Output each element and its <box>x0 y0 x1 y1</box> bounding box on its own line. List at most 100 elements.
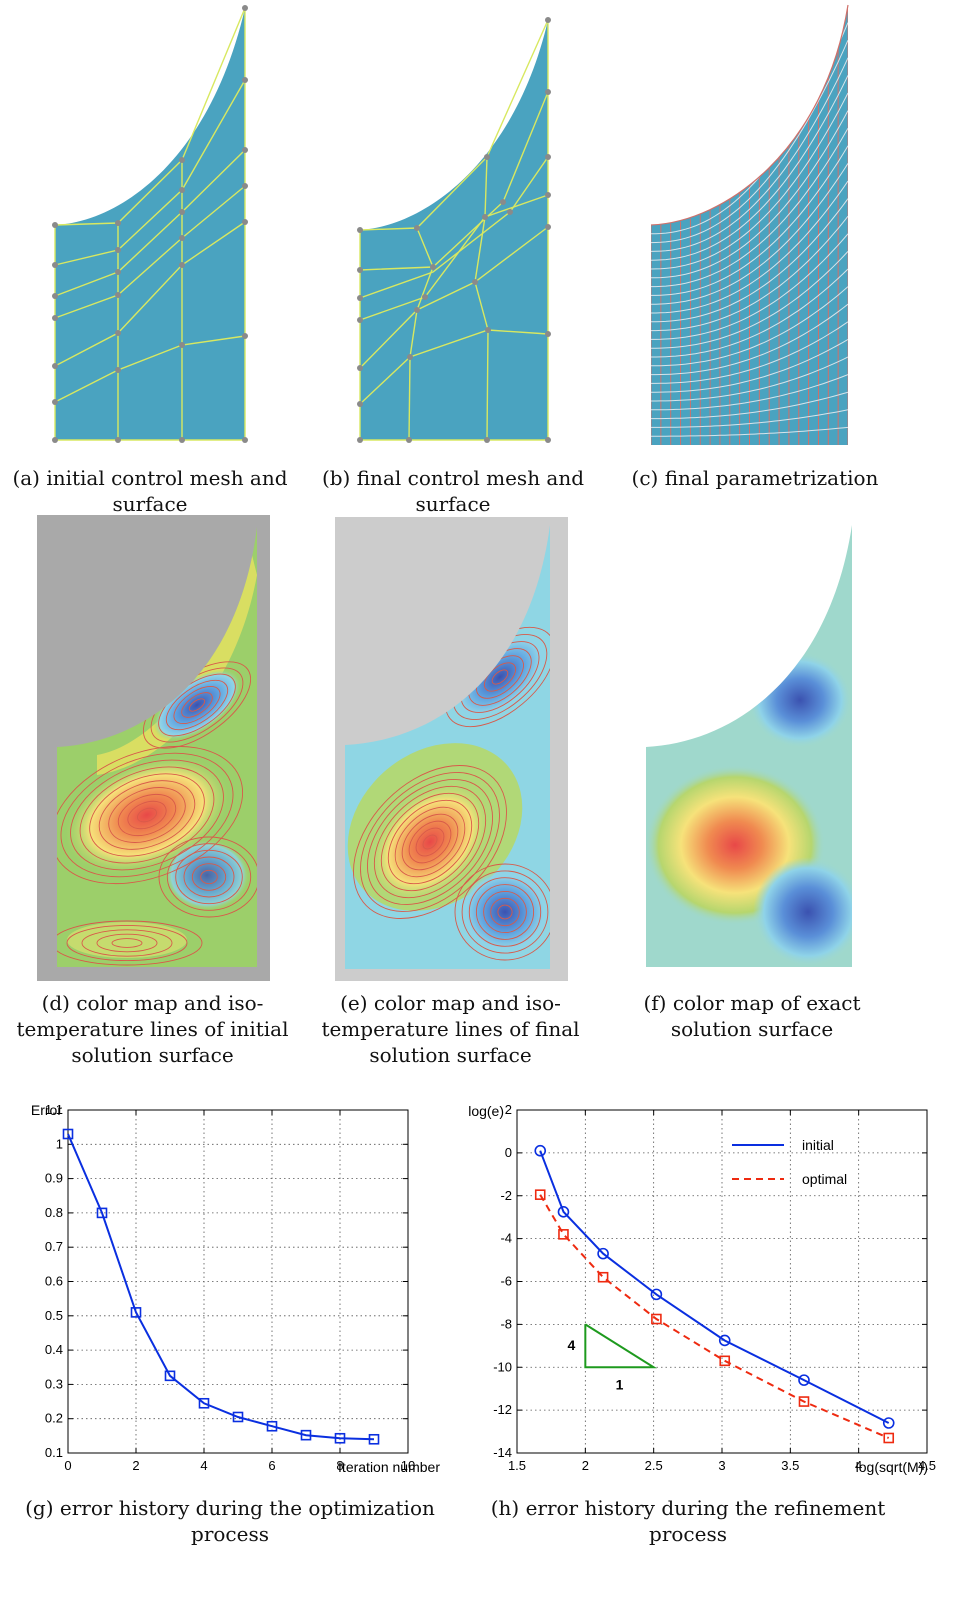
x-tick-label: 3 <box>718 1458 725 1473</box>
iso-temperature-line <box>70 759 224 871</box>
x-tick-label: 4.5 <box>918 1458 936 1473</box>
data-point <box>266 1420 278 1432</box>
iso-temperature-line <box>98 780 196 850</box>
data-point <box>597 1271 609 1283</box>
param-line-horizontal <box>651 110 848 279</box>
iso-temperature-line <box>394 806 466 878</box>
param-line-horizontal <box>651 233 848 340</box>
y-tick-label: 0.5 <box>45 1308 63 1323</box>
panel-e-final-solution <box>335 517 568 981</box>
iso-temperature-line <box>175 849 243 905</box>
y-tick-label: -2 <box>500 1188 512 1203</box>
iso-temperature-line <box>57 920 203 966</box>
iso-temperature-line <box>191 863 227 891</box>
param-line-horizontal <box>651 215 848 332</box>
iso-temperature-line <box>96 933 158 953</box>
data-point <box>534 1144 547 1157</box>
param-line-horizontal <box>651 356 848 402</box>
iso-temperature-line <box>468 877 542 947</box>
panel-c-final-parametrization <box>650 4 849 445</box>
y-tick-label: -4 <box>500 1231 512 1246</box>
param-line-horizontal <box>651 39 848 244</box>
y-tick-label: 0.1 <box>45 1445 63 1460</box>
x-tick-label: 10 <box>401 1458 415 1473</box>
panel-d-initial-solution <box>37 515 270 981</box>
y-tick-label: 0.2 <box>45 1411 63 1426</box>
param-line-horizontal <box>651 391 848 420</box>
iso-temperature-line <box>60 752 234 878</box>
y-tick-label: 0.8 <box>45 1205 63 1220</box>
iso-temperature-line <box>111 938 143 948</box>
data-point <box>558 1229 569 1240</box>
surface-b <box>360 20 548 440</box>
x-tick-label: 1.5 <box>508 1458 526 1473</box>
data-point <box>130 1307 142 1318</box>
y-tick-label: 1.1 <box>45 1102 63 1117</box>
iso-temperature-line <box>387 799 473 885</box>
param-line-horizontal <box>651 75 848 261</box>
iso-temperature-line <box>165 679 229 731</box>
control-points-b <box>357 17 551 443</box>
iso-temperature-line <box>89 773 205 857</box>
y-tick-label: 0.3 <box>45 1376 63 1391</box>
y-tick-label: -6 <box>500 1274 512 1289</box>
data-point <box>62 1128 74 1140</box>
x-tick-label: 2 <box>582 1458 589 1473</box>
data-point <box>232 1411 244 1423</box>
iso-temperature-line <box>366 778 494 906</box>
y-tick-label: 0 <box>505 1145 512 1160</box>
slope-run-label: 1 <box>616 1376 624 1392</box>
y-tick-label: 1 <box>56 1136 63 1151</box>
y-tick-label: -10 <box>493 1359 512 1374</box>
param-line-horizontal <box>651 338 848 393</box>
series-line-error <box>67 1133 375 1441</box>
data-point <box>198 1397 210 1409</box>
iso-temperature-line <box>200 869 218 885</box>
caption-a: (a) initial control mesh and surface <box>12 466 288 516</box>
param-line-horizontal <box>651 198 848 323</box>
param-line-horizontal <box>651 145 848 296</box>
data-point <box>798 1374 810 1386</box>
data-point <box>557 1206 570 1218</box>
data-point <box>334 1432 346 1444</box>
data-point <box>96 1207 108 1219</box>
iso-temperature-line <box>117 793 177 837</box>
panel-f-exact-solution <box>646 525 852 967</box>
param-line-horizontal <box>651 286 848 367</box>
caption-e: (e) color map and iso-temperature lines … <box>321 991 580 1067</box>
caption-c: (c) final parametrization <box>631 466 879 490</box>
iso-temperature-line <box>360 772 500 912</box>
data-point <box>164 1370 176 1382</box>
chart-h-refinement-history: 1.5 2 2.5 3 3.5 4 4.5-14-12-10-8-6-4-202log(e)… <box>468 1102 936 1475</box>
param-line-horizontal <box>651 268 848 358</box>
y-tick-label: -8 <box>500 1316 512 1331</box>
iso-temperature-line <box>136 807 158 823</box>
iso-temperature-line <box>483 662 517 692</box>
x-tick-label: 4 <box>855 1458 862 1473</box>
param-line-horizontal <box>651 180 848 314</box>
control-points-a <box>52 5 248 443</box>
iso-temperature-line <box>373 785 487 899</box>
y-tick-label: 2 <box>505 1102 512 1117</box>
x-tick-label: 2 <box>132 1458 139 1473</box>
iso-temperature-line <box>475 884 535 940</box>
iso-temperature-line <box>461 870 549 954</box>
param-line-horizontal <box>651 92 848 270</box>
iso-temperature-line <box>408 820 452 864</box>
data-point <box>597 1247 609 1260</box>
y-tick-label: 0.4 <box>45 1342 63 1357</box>
data-point <box>718 1334 731 1347</box>
caption-f: (f) color map of exact solution surface <box>643 991 861 1041</box>
caption-g: (g) error history during the optimizatio… <box>25 1496 435 1546</box>
x-tick-label: 0 <box>64 1458 71 1473</box>
iso-temperature-line <box>415 827 445 857</box>
x-axis-label: Iteration number <box>338 1459 440 1475</box>
iso-temperature-line <box>79 766 215 864</box>
data-point <box>534 1189 546 1200</box>
series-line-optimal <box>539 1194 890 1439</box>
panel-a-initial-mesh <box>52 5 248 443</box>
param-line-horizontal <box>651 409 848 428</box>
iso-lines-e <box>353 626 550 961</box>
param-line-horizontal <box>651 57 848 252</box>
x-tick-label: 3.5 <box>781 1458 799 1473</box>
